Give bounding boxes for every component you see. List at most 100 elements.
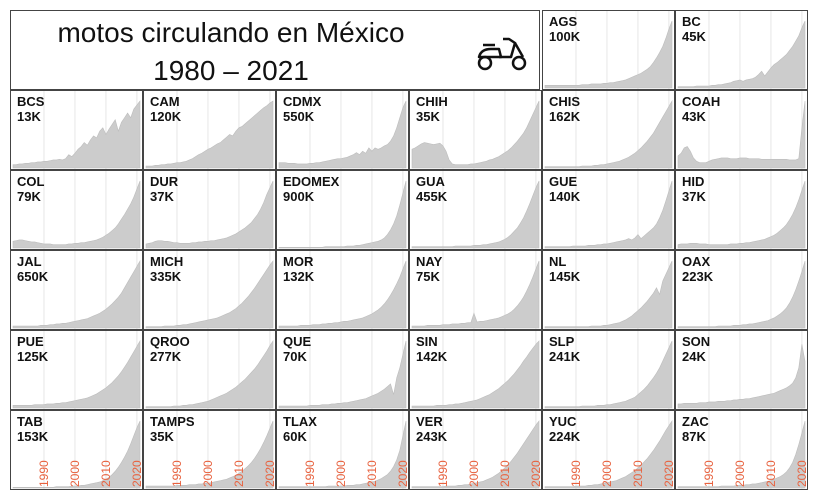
state-value-label: 43K: [682, 109, 706, 124]
area-chart-bcs: [12, 91, 141, 169]
series-area-dur: [145, 180, 274, 249]
area-chart-slp: [544, 331, 673, 409]
state-code: SON: [682, 334, 711, 349]
x-tick-label-2020: 2020: [263, 460, 276, 487]
area-chart-tlax: 1990 2000 2010 2020: [278, 411, 409, 489]
x-tick-label-2010: 2010: [764, 460, 778, 487]
state-value-label: 125K: [17, 349, 49, 364]
panel-tamps: 1990 2000 2010 2020 TAMPS 35K: [143, 410, 276, 490]
state-value-label: 224K: [549, 429, 581, 444]
series-area-edomex: [278, 180, 407, 249]
series-area-mich: [145, 260, 274, 329]
series-area-tamps: [145, 420, 274, 489]
area-chart-dur: [145, 171, 274, 249]
x-tick-label-2000: 2000: [334, 460, 348, 487]
series-area-bc: [677, 20, 806, 89]
area-chart-son: [677, 331, 806, 409]
panel-chis: CHIS 162K: [542, 90, 675, 170]
state-value-label: 60K: [283, 429, 307, 444]
x-tick-label-2020: 2020: [130, 460, 143, 487]
state-value-label: 132K: [283, 269, 315, 284]
series-area-que: [278, 340, 407, 409]
area-chart-mich: [145, 251, 274, 329]
series-area-zac: [677, 420, 806, 489]
area-chart-zac: 1990 2000 2010 2020: [677, 411, 807, 489]
panel-nl: NL 145K: [542, 250, 675, 330]
state-code: COAH: [682, 94, 721, 109]
x-tick-label-2010: 2010: [232, 460, 246, 487]
panel-ver: 1990 2000 2010 2020 VER 243K: [409, 410, 542, 490]
area-chart-hid: [677, 171, 806, 249]
area-chart-sin: [411, 331, 540, 409]
state-value-label: 37K: [150, 189, 174, 204]
state-value-label: 145K: [549, 269, 581, 284]
x-tick-label-1990: 1990: [436, 460, 450, 487]
panel-son: SON 24K: [675, 330, 808, 410]
area-chart-ags: [544, 11, 673, 89]
area-chart-pue: [12, 331, 141, 409]
area-chart-tab: 1990 2000 2010 2020: [12, 411, 143, 489]
state-code: GUE: [549, 174, 578, 189]
panel-edomex: EDOMEX 900K: [276, 170, 409, 250]
state-code: COL: [17, 174, 45, 189]
area-chart-coah: [677, 91, 806, 169]
panel-dur: DUR 37K: [143, 170, 276, 250]
series-area-chih: [411, 100, 540, 169]
series-area-gua: [411, 180, 540, 249]
state-code: PUE: [17, 334, 44, 349]
x-tick-label-2010: 2010: [365, 460, 379, 487]
area-chart-ver: 1990 2000 2010 2020: [411, 411, 542, 489]
state-value-label: 45K: [682, 29, 706, 44]
panel-pue: PUE 125K: [10, 330, 143, 410]
x-tick-label-2010: 2010: [99, 460, 113, 487]
x-tick-label-1990: 1990: [170, 460, 184, 487]
panel-jal: JAL 650K: [10, 250, 143, 330]
state-value-label: 243K: [416, 429, 448, 444]
series-area-gue: [544, 180, 673, 249]
series-area-hid: [677, 180, 806, 249]
state-value-label: 223K: [682, 269, 714, 284]
state-code: EDOMEX: [283, 174, 340, 189]
area-chart-gua: [411, 171, 540, 249]
state-value-label: 120K: [150, 109, 182, 124]
state-value-label: 153K: [17, 429, 49, 444]
state-value-label: 35K: [416, 109, 440, 124]
series-area-tab: [12, 420, 141, 489]
state-value-label: 900K: [283, 189, 315, 204]
area-chart-que: [278, 331, 407, 409]
panel-bcs: BCS 13K: [10, 90, 143, 170]
panel-tlax: 1990 2000 2010 2020 TLAX 60K: [276, 410, 409, 490]
panel-sin: SIN 142K: [409, 330, 542, 410]
panel-gue: GUE 140K: [542, 170, 675, 250]
panel-cdmx: CDMX 550K: [276, 90, 409, 170]
series-area-coah: [677, 100, 806, 169]
series-area-cam: [145, 100, 274, 169]
state-code: QUE: [283, 334, 312, 349]
state-value-label: 162K: [549, 109, 581, 124]
state-value-label: 140K: [549, 189, 581, 204]
x-tick-label-1990: 1990: [569, 460, 583, 487]
state-code: JAL: [17, 254, 42, 269]
state-code: NL: [549, 254, 567, 269]
area-chart-oax: [677, 251, 806, 329]
x-tick-label-2010: 2010: [631, 460, 645, 487]
state-value-label: 550K: [283, 109, 315, 124]
panel-qroo: QROO 277K: [143, 330, 276, 410]
x-tick-label-2020: 2020: [529, 460, 542, 487]
panel-zac: 1990 2000 2010 2020 ZAC 87K: [675, 410, 808, 490]
area-chart-bc: [677, 11, 806, 89]
state-value-label: 100K: [549, 29, 581, 44]
series-area-son: [677, 344, 806, 409]
state-value-label: 650K: [17, 269, 49, 284]
series-area-yuc: [544, 420, 673, 489]
x-tick-label-2020: 2020: [396, 460, 409, 487]
state-code: MOR: [283, 254, 314, 269]
state-value-label: 13K: [17, 109, 41, 124]
x-tick-label-2000: 2000: [68, 460, 82, 487]
area-chart-col: [12, 171, 141, 249]
series-area-slp: [544, 340, 673, 409]
state-code: TLAX: [283, 414, 317, 429]
state-code: DUR: [150, 174, 179, 189]
state-value-label: 70K: [283, 349, 307, 364]
chart-title: motos circulando en México: [57, 17, 405, 48]
